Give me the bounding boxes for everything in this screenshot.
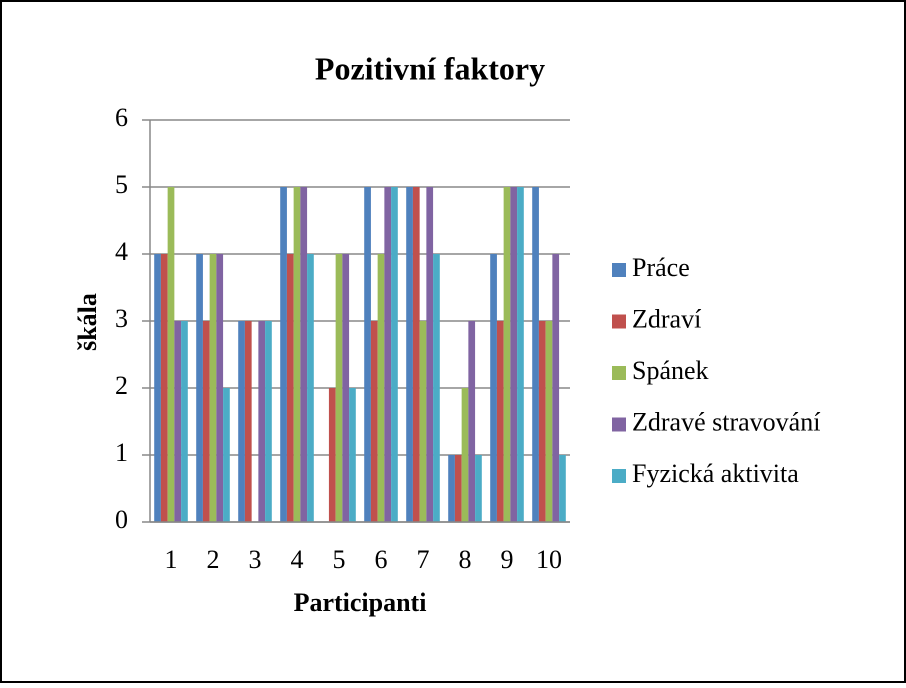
- bar: [384, 187, 392, 522]
- bar: [223, 388, 230, 522]
- bar: [244, 321, 252, 522]
- y-tick-label: 4: [115, 237, 128, 266]
- bar: [475, 455, 482, 522]
- bar: [202, 321, 210, 522]
- y-tick-label: 1: [115, 438, 128, 467]
- x-tick-label: 1: [165, 545, 178, 574]
- bar: [238, 321, 245, 522]
- bar: [454, 455, 462, 522]
- bar: [433, 254, 440, 522]
- legend-swatch: [612, 314, 626, 329]
- y-tick-label: 3: [115, 304, 128, 333]
- bar: [468, 321, 476, 522]
- legend-label: Zdravé stravování: [632, 407, 820, 436]
- bar: [496, 321, 504, 522]
- x-tick-label: 6: [375, 545, 388, 574]
- bar: [419, 321, 427, 522]
- legend-swatch: [612, 417, 626, 432]
- bar: [545, 321, 553, 522]
- bar: [196, 254, 203, 522]
- bar: [258, 321, 266, 522]
- bar: [335, 254, 343, 522]
- bar: [154, 254, 161, 522]
- x-tick-label: 7: [417, 545, 430, 574]
- bar: [167, 187, 175, 522]
- bar: [377, 254, 385, 522]
- bar: [490, 254, 497, 522]
- bar: [503, 187, 511, 522]
- bar: [286, 254, 294, 522]
- bar: [538, 321, 546, 522]
- y-tick-label: 2: [115, 371, 128, 400]
- bar: [406, 187, 413, 522]
- y-axis-label: škála: [73, 293, 102, 351]
- bar: [364, 187, 371, 522]
- bar: [391, 187, 398, 522]
- bar: [349, 388, 356, 522]
- bar: [293, 187, 301, 522]
- bar: [517, 187, 524, 522]
- x-tick-label: 3: [249, 545, 262, 574]
- x-tick-label: 5: [333, 545, 346, 574]
- x-tick-label: 2: [207, 545, 220, 574]
- bar: [181, 321, 188, 522]
- bar: [342, 254, 350, 522]
- bar: [300, 187, 308, 522]
- legend-label: Práce: [632, 253, 690, 282]
- bar: [265, 321, 272, 522]
- legend-label: Zdraví: [632, 304, 701, 333]
- bar: [160, 254, 168, 522]
- y-tick-label: 5: [115, 170, 128, 199]
- bar: [209, 254, 217, 522]
- bar: [370, 321, 378, 522]
- legend-label: Spánek: [632, 356, 709, 385]
- bar: [174, 321, 182, 522]
- bar: [216, 254, 224, 522]
- bar: [412, 187, 420, 522]
- bar: [532, 187, 539, 522]
- x-tick-label: 9: [501, 545, 514, 574]
- bar: [552, 254, 560, 522]
- legend-swatch: [612, 469, 626, 483]
- y-tick-label: 6: [115, 103, 128, 132]
- bar: [307, 254, 314, 522]
- bar: [510, 187, 518, 522]
- bar: [461, 388, 469, 522]
- bar: [426, 187, 434, 522]
- bar: [448, 455, 455, 522]
- x-tick-label: 4: [291, 545, 304, 574]
- bar: [559, 455, 566, 522]
- x-tick-label: 8: [459, 545, 472, 574]
- y-tick-label: 0: [115, 505, 128, 534]
- x-axis-label: Participanti: [294, 588, 427, 617]
- bar: [328, 388, 336, 522]
- legend-swatch: [612, 263, 626, 277]
- legend-swatch: [612, 366, 626, 380]
- bar: [280, 187, 287, 522]
- chart-title: Pozitivní faktory: [315, 50, 545, 86]
- x-tick-label: 10: [536, 545, 562, 574]
- legend-label: Fyzická aktivita: [632, 459, 799, 488]
